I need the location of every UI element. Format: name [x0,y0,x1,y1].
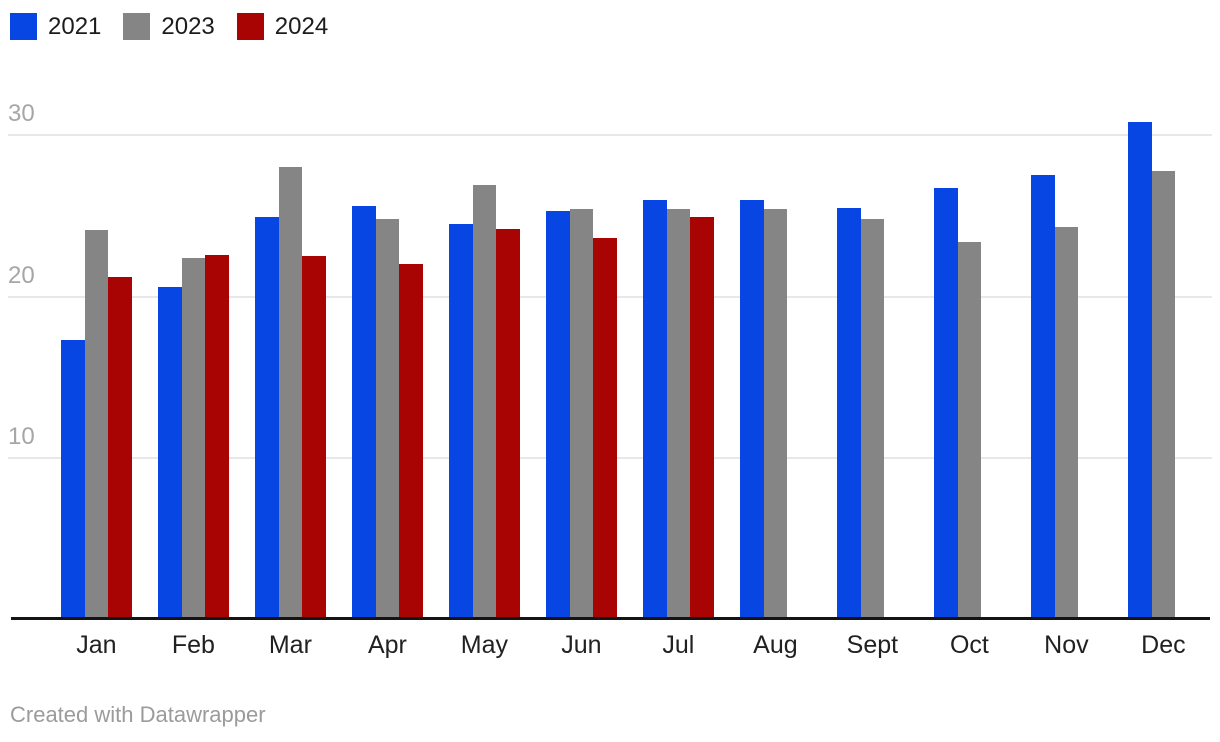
x-tick-label-aug: Aug [753,631,798,659]
y-tick-label-20: 20 [8,261,35,289]
gridline-30 [8,133,1212,136]
x-tick-label-mar: Mar [268,631,312,659]
bar-2021-feb [158,286,182,620]
bar-2023-jun [569,209,594,620]
legend: 2021 2023 2024 [10,13,328,40]
bar-2024-jun [593,238,617,620]
legend-item-2024: 2024 [236,12,329,40]
legend-swatch-2023 [123,13,151,40]
bar-2021-jun [546,210,570,620]
datawrapper-credit: Created with Datawrapper [10,702,266,727]
y-tick-label-30: 30 [8,99,35,127]
legend-swatch-2021 [10,13,37,40]
bar-2021-oct [934,188,958,620]
x-tick-label-nov: Nov [1044,631,1089,659]
bar-2021-sept [837,207,861,620]
bar-2024-jan [108,277,132,620]
bar-2023-aug [763,209,788,620]
x-tick-label-jun: Jun [561,631,602,659]
bar-2021-aug [740,199,764,620]
x-tick-label-sept: Sept [846,631,899,659]
bar-2023-dec [1151,170,1176,620]
legend-label-2024: 2024 [274,12,329,40]
bar-2023-mar [278,167,303,620]
bar-2024-mar [302,256,326,620]
bar-2023-nov [1054,227,1079,620]
x-tick-label-may: May [460,631,509,659]
bar-2021-jul [643,199,667,620]
x-tick-label-jan: Jan [76,631,117,659]
bar-2021-mar [255,217,279,620]
bar-2023-feb [181,257,206,620]
legend-label-2023: 2023 [161,12,215,40]
x-axis-line [11,617,1210,620]
legend-swatch-2024 [236,13,264,40]
x-tick-label-feb: Feb [171,631,215,659]
bar-2021-dec [1128,122,1152,620]
y-tick-label-10: 10 [8,423,35,451]
x-tick-label-jul: Jul [662,631,695,659]
bar-2024-feb [205,254,229,620]
bar-2024-jul [690,217,714,620]
x-tick-label-oct: Oct [949,631,989,659]
bar-2021-jan [61,340,85,620]
bar-2023-jul [666,209,691,620]
legend-label-2021: 2021 [48,12,102,40]
legend-item-2021: 2021 [10,13,101,40]
bar-2021-may [449,223,473,620]
bar-2023-may [472,185,497,620]
bar-2024-apr [399,264,423,620]
bar-2023-oct [957,241,982,620]
x-tick-label-apr: Apr [367,631,407,659]
bar-2021-nov [1031,175,1055,620]
legend-item-2023: 2023 [123,12,215,40]
bar-2023-apr [375,219,400,620]
bar-2023-sept [860,219,885,620]
bar-2023-jan [84,230,109,620]
bar-2021-apr [352,206,376,620]
bar-2024-may [496,228,520,620]
x-tick-label-dec: Dec [1141,631,1186,659]
